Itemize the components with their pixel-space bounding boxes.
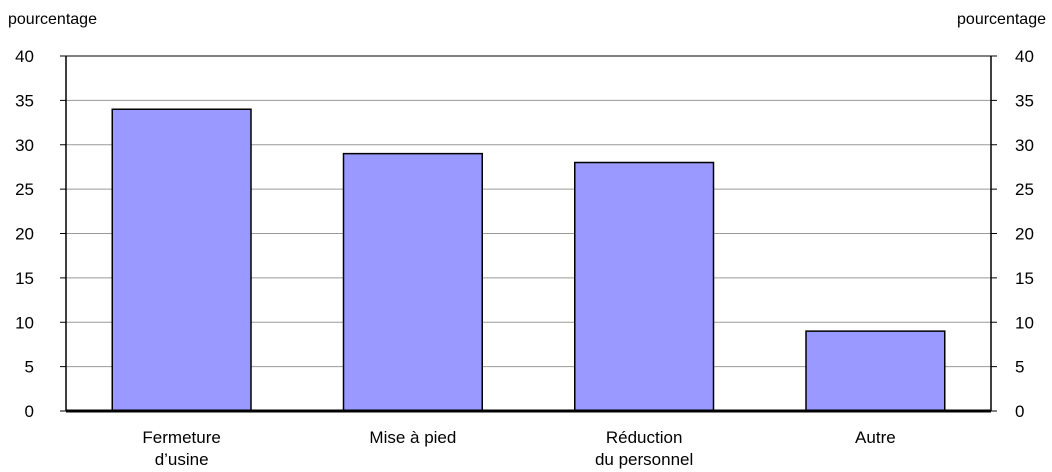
y-tick-label-right: 15	[1015, 269, 1034, 288]
y-tick-label-left: 25	[15, 180, 34, 199]
bars	[111, 108, 946, 412]
y-tick-label-left: 20	[15, 225, 34, 244]
y-tick-label-right: 10	[1015, 313, 1034, 332]
bar	[574, 161, 715, 412]
y-axis-label-left: pourcentage	[8, 11, 97, 28]
y-tick-label-right: 40	[1015, 47, 1034, 66]
bar	[111, 108, 252, 412]
category-label: du personnel	[595, 450, 693, 469]
y-tick-label-left: 35	[15, 91, 34, 110]
category-labels: Fermeture d’usine Mise à pied Réduction du p…	[142, 428, 895, 469]
y-axis-label-right: pourcentage	[957, 11, 1046, 28]
category-label: Fermeture	[142, 428, 220, 447]
bar	[805, 330, 946, 412]
axes	[60, 55, 997, 413]
tick-labels: 0 0 5 5 10 10 15 15 20 20 25 25 30 30 35 35 40 40	[15, 47, 1034, 421]
y-tick-label-right: 5	[1015, 358, 1024, 377]
y-tick-label-left: 15	[15, 269, 34, 288]
y-tick-label-left: 10	[15, 313, 34, 332]
category-label: Autre	[855, 428, 896, 447]
y-tick-label-left: 0	[25, 402, 34, 421]
category-label: Mise à pied	[369, 428, 456, 447]
y-tick-label-right: 35	[1015, 91, 1034, 110]
y-tick-label-right: 30	[1015, 136, 1034, 155]
y-tick-label-right: 20	[1015, 225, 1034, 244]
y-tick-label-left: 40	[15, 47, 34, 66]
y-tick-label-left: 30	[15, 136, 34, 155]
category-label: d’usine	[155, 450, 209, 469]
y-tick-label-right: 0	[1015, 402, 1024, 421]
y-tick-label-left: 5	[25, 358, 34, 377]
bar	[342, 152, 483, 412]
category-label: Réduction	[606, 428, 683, 447]
y-tick-label-right: 25	[1015, 180, 1034, 199]
